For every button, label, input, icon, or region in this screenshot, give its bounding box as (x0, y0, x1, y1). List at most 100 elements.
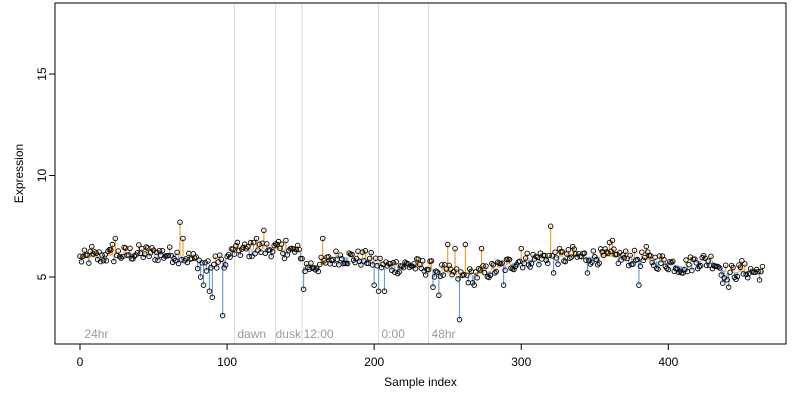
data-point (412, 265, 419, 272)
data-point (81, 247, 88, 253)
data-point (93, 250, 99, 256)
y-axis-title: Expression (12, 144, 26, 203)
data-point (211, 261, 217, 268)
data-point (362, 248, 369, 254)
x-axis-title: Sample index (384, 375, 457, 389)
data-point (200, 282, 207, 288)
data-point (381, 288, 388, 294)
data-point (594, 262, 601, 268)
data-point (640, 257, 647, 264)
data-point (425, 266, 432, 273)
data-point (624, 255, 630, 262)
data-point (105, 248, 111, 254)
data-point (689, 267, 695, 274)
data-point (437, 273, 444, 280)
data-point (215, 259, 222, 265)
data-point (536, 261, 542, 268)
data-point (715, 264, 722, 270)
data-point (411, 261, 417, 267)
data-point (312, 267, 319, 273)
data-point (112, 235, 119, 242)
data-point (649, 259, 655, 266)
data-point (500, 282, 507, 288)
data-point (371, 282, 377, 288)
data-point (627, 252, 633, 259)
data-point (159, 247, 166, 254)
data-point (522, 255, 529, 261)
data-point (665, 266, 672, 273)
data-point (543, 257, 550, 264)
data-point (499, 260, 505, 266)
data-point (456, 316, 463, 323)
y-tick-label-0: 5 (35, 273, 49, 280)
data-point (634, 256, 641, 263)
data-point (518, 245, 525, 252)
data-point (102, 251, 108, 258)
data-point (700, 252, 707, 259)
data-point (664, 265, 670, 272)
data-point (637, 263, 644, 269)
data-point (116, 254, 123, 260)
data-point (99, 252, 105, 258)
data-point (202, 259, 208, 266)
data-point (250, 239, 257, 246)
data-point (584, 270, 591, 276)
data-point (567, 255, 573, 261)
data-point (390, 260, 397, 266)
data-point (131, 253, 138, 259)
data-point (642, 254, 648, 261)
data-point (683, 257, 689, 263)
data-point (261, 227, 267, 234)
phase-label-2: dusk (276, 327, 302, 341)
data-point (396, 269, 402, 275)
data-point (428, 258, 435, 264)
data-point (281, 255, 288, 262)
data-point (367, 255, 373, 262)
data-point (368, 249, 374, 256)
data-point (155, 257, 161, 264)
data-point (233, 243, 239, 249)
data-point (655, 266, 661, 272)
data-point (353, 255, 360, 262)
phase-label-4: 0:00 (382, 327, 406, 341)
data-point (221, 265, 227, 271)
data-point (134, 249, 141, 256)
data-point (222, 262, 229, 268)
data-point (452, 245, 458, 252)
data-point (506, 256, 513, 263)
data-point (236, 247, 242, 254)
data-points (77, 219, 766, 323)
data-point (544, 260, 551, 267)
data-point (264, 241, 270, 247)
data-point (668, 259, 675, 266)
data-point (730, 264, 736, 271)
data-point (344, 260, 351, 267)
data-point (471, 282, 477, 288)
data-point (524, 250, 530, 257)
data-point (480, 263, 486, 269)
data-point (743, 271, 750, 278)
data-point (227, 254, 233, 260)
data-point (271, 242, 277, 249)
x-tick-label-3: 300 (511, 355, 531, 369)
data-point (256, 241, 263, 248)
x-tick-label-0: 0 (77, 355, 84, 369)
data-point (208, 265, 214, 271)
data-point (115, 248, 121, 254)
data-point (434, 269, 441, 275)
data-point (358, 262, 364, 268)
data-point (697, 262, 704, 269)
data-point (175, 260, 182, 267)
data-point (609, 237, 616, 244)
data-point (440, 272, 447, 278)
data-point (199, 260, 205, 266)
data-point (193, 254, 199, 260)
x-tick-label-2: 200 (364, 355, 384, 369)
data-point (378, 264, 385, 271)
data-point (205, 258, 211, 264)
data-point (643, 243, 650, 250)
data-point (553, 255, 560, 261)
data-point (308, 260, 314, 266)
data-point (219, 312, 226, 319)
